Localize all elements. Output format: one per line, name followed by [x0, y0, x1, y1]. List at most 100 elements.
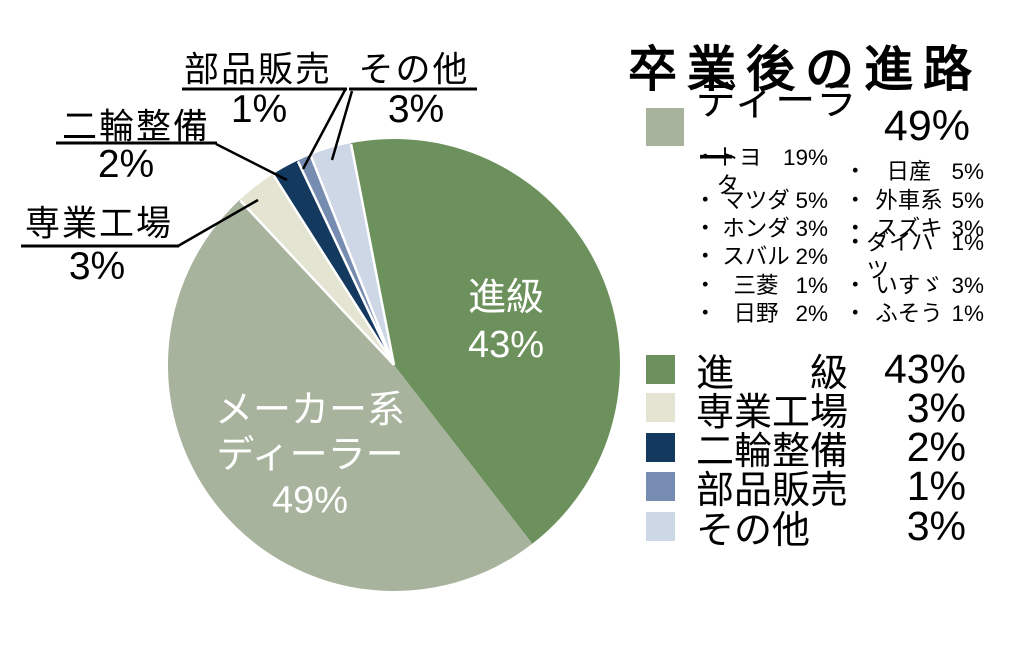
callout-lines-group: [21, 87, 477, 248]
brand-name: スバル: [722, 244, 790, 270]
brand-pct: 2%: [795, 244, 828, 270]
brand-pct: 19%: [782, 145, 828, 171]
legend-swatch-dealer: [646, 108, 684, 146]
brand-pct: 3%: [951, 215, 984, 241]
brand-name: ホンダ: [722, 215, 790, 241]
callout-pct-others: 3%: [387, 88, 445, 131]
pie-slice-3: [272, 160, 394, 365]
legend-label-others: その他: [696, 509, 811, 552]
pie-separator-0: [349, 143, 396, 366]
pie-slice-1: [167, 199, 533, 592]
callout-pct-motorcycle: 2%: [97, 143, 155, 186]
item-bullet: ・: [844, 159, 867, 185]
legend-swatch-shinkyuu: [646, 355, 675, 384]
legend-row-factory: 専業工場 3%: [696, 385, 966, 434]
brand-name: 三菱: [733, 272, 779, 298]
pie-label-dealer-pct: 49%: [271, 479, 349, 522]
legend-label-shinkyuu: 進 級: [696, 352, 849, 395]
item-bullet: ・: [694, 301, 717, 327]
leader-motorcycle: [215, 142, 288, 182]
legend-label-parts: 部品販売: [696, 469, 849, 512]
callout-label-parts-sales: 部品販売: [183, 50, 333, 90]
item-bullet: ・: [844, 187, 867, 213]
legend-row-others: その他 3%: [696, 503, 966, 552]
leader-parts-sales: [301, 89, 347, 170]
legend-swatch-parts: [646, 472, 675, 501]
pie-separator-4: [296, 160, 396, 366]
brand-name: マツダ: [722, 187, 790, 213]
legend-swatch-factory: [646, 393, 675, 422]
callout-pct-factory: 3%: [68, 245, 126, 288]
legend-swatch-motorcycle: [646, 433, 675, 462]
brand-name: 日産: [886, 159, 932, 185]
legend-label-factory: 専業工場: [696, 391, 849, 434]
pie-separator-5: [309, 155, 396, 366]
callout-label-motorcycle: 二輪整備: [61, 107, 211, 147]
brand-name: ダイハツ: [866, 230, 934, 284]
brand-name: トヨタ: [716, 145, 762, 199]
leader-factory: [177, 198, 259, 248]
legend-pct-motorcycle: 2%: [906, 423, 966, 470]
brand-name: 日野: [733, 301, 779, 327]
brand-pct: 3%: [951, 272, 984, 298]
item-bullet: ・: [694, 215, 717, 241]
pie-slice-0: [350, 138, 621, 544]
legend-swatch-others: [646, 512, 675, 541]
pie-label-dealer: メーカー系 ディーラー 49%: [215, 389, 405, 524]
legend-pct-others: 3%: [906, 502, 966, 549]
item-bullet: ・: [694, 244, 717, 270]
brand-name: ふそう: [875, 301, 943, 327]
breakdown-row: ・日野 2% ・ふそう 1%: [694, 300, 986, 328]
pie-label-shinkyuu-name: 進級: [467, 277, 544, 319]
legend-row-parts: 部品販売 1%: [696, 463, 966, 512]
item-bullet: ・: [844, 301, 867, 327]
breakdown-row: ・マツダ 5% ・外車系 5%: [694, 186, 986, 214]
breakdown-row: ・スバル 2% ・ダイハツ 1%: [694, 230, 986, 283]
brand-pct: 5%: [951, 187, 984, 213]
brand-pct: 1%: [795, 272, 828, 298]
pie-slice-2: [239, 174, 394, 365]
leader-others: [330, 90, 354, 161]
pie-label-dealer-line1: メーカー系: [214, 389, 406, 432]
legend-label-motorcycle: 二輪整備: [696, 430, 849, 473]
item-bullet: ・: [844, 230, 867, 256]
item-bullet: ・: [844, 272, 867, 298]
pie-label-dealer-line2: ディーラー: [216, 434, 404, 477]
pie-separator-2: [239, 199, 395, 366]
legend-pct-factory: 3%: [906, 384, 966, 431]
legend-row-motorcycle: 二輪整備 2%: [696, 424, 966, 473]
chart-title: 卒業後の進路: [628, 43, 983, 97]
brand-pct: 2%: [795, 301, 828, 327]
item-bullet: ・: [694, 145, 717, 171]
legend-row-shinkyuu: 進 級 43%: [696, 346, 966, 395]
brand-pct: 5%: [795, 187, 828, 213]
legend-pct-shinkyuu: 43%: [883, 345, 966, 392]
item-bullet: ・: [694, 272, 717, 298]
brand-name: 外車系: [875, 187, 943, 213]
callout-pct-parts-sales: 1%: [230, 88, 288, 131]
legend-row-dealer: ディーラー 49%: [696, 79, 970, 181]
brand-pct: 1%: [951, 301, 984, 327]
breakdown-row: ・ホンダ 3% ・スズキ 3%: [694, 215, 986, 243]
brand-pct: 5%: [951, 159, 984, 185]
brand-pct: 3%: [795, 215, 828, 241]
brand-name: スズキ: [875, 215, 943, 241]
breakdown-row: ・三菱 1% ・いすゞ 3%: [694, 272, 986, 300]
legend-pct-dealer: 49%: [883, 101, 970, 150]
pie-label-shinkyuu-pct: 43%: [467, 324, 545, 366]
callout-label-others: その他: [358, 50, 470, 90]
legend-label-dealer: ディーラー: [696, 79, 858, 181]
breakdown-row: ・トヨタ 19% ・日産 5%: [694, 145, 986, 198]
callout-label-factory: 専業工場: [24, 204, 174, 244]
pie-separator-lines: [239, 143, 396, 366]
item-bullet: ・: [694, 187, 717, 213]
item-bullet: ・: [844, 215, 867, 241]
brand-name: いすゞ: [875, 272, 943, 298]
dealer-breakdown-list: ・トヨタ 19% ・日産 5% ・マツダ 5% ・外車系 5% ・ホンダ 3% ・スズキ 3…: [694, 145, 986, 328]
legend-pct-parts: 1%: [906, 462, 966, 509]
pie-separator-3: [272, 174, 396, 366]
brand-pct: 1%: [951, 230, 984, 256]
pie-label-shinkyuu: 進級 43%: [468, 275, 544, 369]
